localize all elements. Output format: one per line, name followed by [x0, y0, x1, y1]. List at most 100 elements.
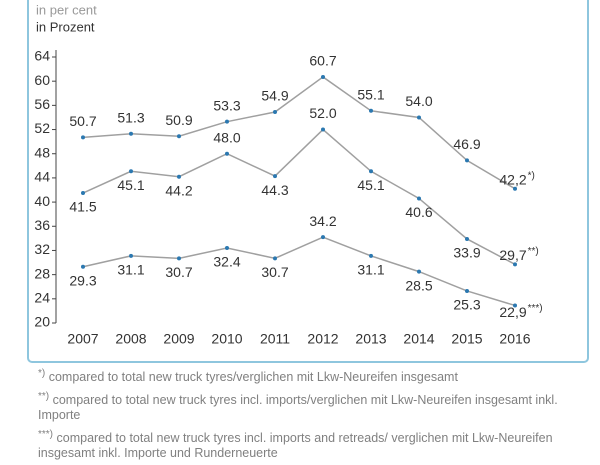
x-tick-label: 2009 — [163, 331, 194, 347]
marker — [273, 110, 277, 115]
footnote-marker: ***) — [38, 429, 54, 441]
data-label: 25.3 — [453, 297, 480, 313]
marker — [273, 174, 277, 179]
x-tick-label: 2015 — [451, 331, 482, 347]
marker — [417, 196, 421, 201]
y-tick-label: 36 — [34, 217, 50, 233]
data-label: 30.7 — [165, 264, 192, 280]
x-tick-label: 2016 — [499, 331, 530, 347]
footnotes: *) compared to total new truck tyres/ver… — [38, 366, 558, 465]
x-tick-label: 2012 — [307, 331, 338, 347]
data-label: 54.9 — [261, 88, 288, 104]
footnote-text: compared to total new truck tyres incl. … — [38, 431, 553, 461]
footnote-text: compared to total new truck tyres/vergli… — [48, 370, 458, 385]
marker — [465, 288, 469, 293]
data-label: 29.3 — [69, 272, 96, 288]
y-tick-label: 32 — [34, 241, 50, 257]
data-label: 32.4 — [213, 254, 240, 270]
x-tick-label: 2010 — [211, 331, 242, 347]
marker — [513, 262, 517, 267]
data-label: 31.1 — [117, 262, 144, 278]
marker — [225, 151, 229, 156]
data-label: 30.7 — [261, 264, 288, 280]
footnote: *) compared to total new truck tyres/ver… — [38, 366, 558, 385]
marker — [369, 169, 373, 174]
data-label: 29,7 — [499, 247, 526, 263]
marker — [465, 158, 469, 163]
marker — [177, 174, 181, 179]
data-label: 55.1 — [357, 87, 384, 103]
x-tick-label: 2013 — [355, 331, 386, 347]
footnote: **) compared to total new truck tyres in… — [38, 389, 558, 423]
data-label: 60.7 — [309, 53, 336, 69]
marker — [129, 169, 133, 174]
x-tick-label: 2011 — [260, 331, 290, 347]
y-tick-label: 60 — [34, 72, 50, 88]
data-label: 44.3 — [261, 182, 288, 198]
y-tick-label: 64 — [34, 48, 50, 64]
data-label: 54.0 — [405, 93, 432, 109]
data-label: 51.3 — [117, 109, 144, 125]
data-label: 34.2 — [309, 213, 336, 229]
data-label: 33.9 — [453, 245, 480, 261]
marker — [129, 131, 133, 136]
marker — [321, 235, 325, 240]
data-label: 50.9 — [165, 112, 192, 128]
marker — [513, 186, 517, 191]
footnote-marker: *) — [38, 368, 46, 379]
footnote-marker: **) — [38, 391, 50, 403]
y-tick-label: 28 — [34, 265, 50, 281]
data-label: 46.9 — [453, 136, 480, 152]
data-label: 42,2 — [499, 171, 526, 187]
marker — [417, 115, 421, 120]
marker — [513, 303, 517, 308]
footnote-text: compared to total new truck tyres incl. … — [38, 393, 558, 423]
y-tick-label: 48 — [34, 144, 50, 160]
x-tick-label: 2008 — [115, 331, 146, 347]
series-marker: *) — [528, 170, 535, 181]
marker — [417, 269, 421, 274]
marker — [81, 135, 85, 140]
marker — [369, 253, 373, 258]
marker — [81, 264, 85, 269]
y-tick-label: 40 — [34, 193, 50, 209]
marker — [225, 246, 229, 251]
marker — [465, 236, 469, 241]
subtitle: in per cent — [36, 2, 97, 17]
y-tick-label: 24 — [34, 290, 50, 306]
page: in per cent in Prozent 20 24 28 32 36 40 44 48 5… — [27, 0, 589, 461]
marker — [273, 256, 277, 261]
footnote: ***) compared to total new truck tyres i… — [38, 427, 558, 461]
marker — [177, 256, 181, 261]
chart: in per cent in Prozent 20 24 28 32 36 40 44 48 5… — [27, 0, 589, 363]
data-label: 45.1 — [117, 177, 144, 193]
y-tick-label: 52 — [34, 120, 50, 136]
data-label: 50.7 — [69, 113, 96, 129]
marker — [81, 191, 85, 196]
data-label: 48.0 — [213, 129, 240, 145]
marker — [321, 74, 325, 79]
data-label: 44.2 — [165, 182, 192, 198]
data-label: 41.5 — [69, 199, 96, 215]
marker — [225, 119, 229, 124]
marker — [321, 127, 325, 132]
data-label: 45.1 — [357, 177, 384, 193]
data-label: 52.0 — [309, 105, 336, 121]
data-label: 53.3 — [213, 97, 240, 113]
data-label: 40.6 — [405, 204, 432, 220]
data-label: 28.5 — [405, 277, 432, 293]
series-line — [82, 236, 516, 307]
series-line — [82, 128, 516, 266]
data-label: 31.1 — [357, 262, 384, 278]
y-tick-label: 44 — [34, 169, 50, 185]
y-tick-label: 20 — [34, 314, 50, 330]
series-marker: ***) — [528, 303, 543, 314]
frame — [27, 0, 589, 363]
x-tick-label: 2007 — [67, 331, 98, 347]
marker — [177, 134, 181, 139]
subtitle-de: in Prozent — [36, 19, 95, 34]
series-line — [82, 76, 516, 190]
data-label: 22,9 — [499, 304, 526, 320]
series-marker: **) — [528, 246, 539, 257]
y-tick-label: 56 — [34, 96, 50, 112]
